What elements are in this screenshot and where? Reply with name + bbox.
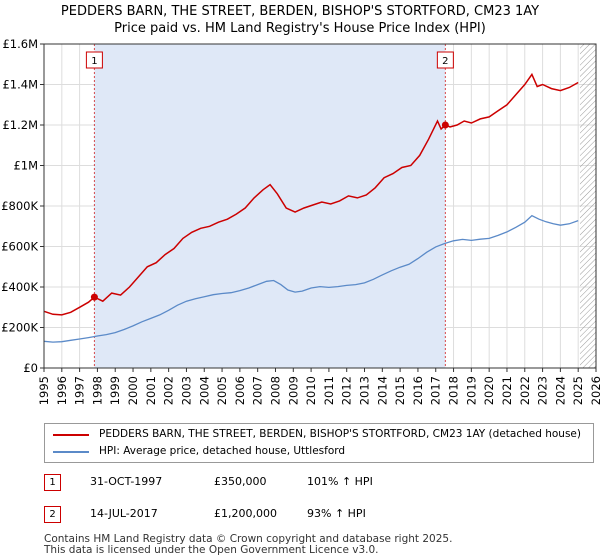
ownership-shaded-region	[94, 44, 446, 368]
transaction-hpi-change: 93% ↑ HPI	[307, 507, 366, 520]
transaction-date: 31-OCT-1997	[90, 475, 163, 488]
x-tick-label: 2025	[571, 376, 585, 405]
x-tick-label: 2010	[304, 376, 318, 405]
x-tick-label: 2021	[500, 376, 514, 405]
x-tick-label: 2023	[536, 376, 550, 405]
sale-marker-label: 1	[85, 51, 103, 69]
sale-point	[90, 293, 98, 301]
sale-marker-box	[85, 51, 103, 69]
y-tick-label: £800K	[1, 199, 38, 213]
y-tick-label: £1M	[13, 159, 38, 173]
x-tick-label: 2022	[518, 376, 532, 405]
transaction-marker: 1	[44, 474, 61, 491]
transaction-hpi-change: 101% ↑ HPI	[307, 475, 373, 488]
y-tick-label: £1.2M	[2, 118, 38, 132]
x-tick-label: 2017	[429, 376, 443, 405]
property-series-line	[43, 72, 579, 316]
x-tick-label: 2001	[144, 376, 158, 405]
legend-property-swatch	[53, 434, 89, 436]
x-tick-label: 2006	[233, 376, 247, 405]
y-tick-label: £1.4M	[2, 78, 38, 92]
transaction-row: 1 31-OCT-1997 £350,000 101% ↑ HPI	[44, 472, 592, 492]
legend-item-property: PEDDERS BARN, THE STREET, BERDEN, BISHOP…	[53, 426, 583, 443]
x-tick-label: 1995	[37, 376, 51, 405]
x-tick-label: 1996	[55, 376, 69, 405]
x-tick-label: 2026	[589, 376, 600, 405]
x-tick-label: 2024	[553, 376, 567, 405]
hpi-series-line	[43, 214, 579, 343]
x-tick-label: 1998	[90, 376, 104, 405]
x-tick-label: 2011	[322, 376, 336, 405]
transaction-price: £1,200,000	[214, 507, 277, 520]
sale-marker-box	[436, 51, 454, 69]
x-tick-label: 2019	[464, 376, 478, 405]
x-tick-label: 2003	[179, 376, 193, 405]
y-tick-label: £0	[23, 361, 38, 375]
x-tick-label: 2014	[375, 376, 389, 405]
x-tick-label: 2004	[197, 376, 211, 405]
sale-point	[441, 121, 449, 129]
price-chart: 1 2 £0 £200K £400K £600K £800K £1M £1.2M £1.4M £1…	[1, 37, 600, 405]
x-tick-label: 2008	[268, 376, 282, 405]
chart-subtitle: Price paid vs. HM Land Registry's House …	[114, 21, 486, 36]
y-tick-label: £1.6M	[2, 37, 38, 51]
sale-marker-label: 2	[436, 51, 454, 69]
chart-title: PEDDERS BARN, THE STREET, BERDEN, BISHOP…	[60, 4, 540, 19]
transaction-marker: 2	[44, 506, 61, 523]
legend-hpi-label: HPI: Average price, detached house, Uttl…	[99, 445, 346, 457]
x-tick-label: 2020	[482, 376, 496, 405]
x-tick-label: 2018	[447, 376, 461, 405]
x-tick-label: 2007	[251, 376, 265, 405]
x-tick-label: 1997	[73, 376, 87, 405]
x-tick-label: 2012	[340, 376, 354, 405]
sale-marker-number: 1	[91, 56, 97, 67]
legend: PEDDERS BARN, THE STREET, BERDEN, BISHOP…	[44, 423, 594, 463]
x-tick-label: 2005	[215, 376, 229, 405]
transaction-row: 2 14-JUL-2017 £1,200,000 93% ↑ HPI	[44, 504, 592, 524]
transaction-date: 14-JUL-2017	[90, 507, 158, 520]
y-tick-label: £200K	[1, 321, 38, 335]
x-tick-label: 2016	[411, 376, 425, 405]
footer-license: This data is licensed under the Open Gov…	[44, 544, 379, 556]
legend-property-label: PEDDERS BARN, THE STREET, BERDEN, BISHOP…	[99, 428, 581, 440]
x-tick-label: 2002	[162, 376, 176, 405]
transaction-price: £350,000	[214, 475, 267, 488]
x-tick-label: 1999	[108, 376, 122, 405]
y-tick-label: £600K	[1, 240, 38, 254]
x-tick-label: 2009	[286, 376, 300, 405]
y-tick-label: £400K	[1, 280, 38, 294]
legend-hpi-swatch	[53, 451, 89, 453]
x-tick-label: 2000	[126, 376, 140, 405]
footer-copyright: Contains HM Land Registry data © Crown c…	[44, 533, 453, 545]
sale-marker-number: 2	[442, 56, 448, 67]
x-tick-label: 2013	[358, 376, 372, 405]
x-tick-label: 2015	[393, 376, 407, 405]
forecast-hatched-region	[579, 44, 596, 368]
legend-item-hpi: HPI: Average price, detached house, Uttl…	[53, 443, 583, 460]
